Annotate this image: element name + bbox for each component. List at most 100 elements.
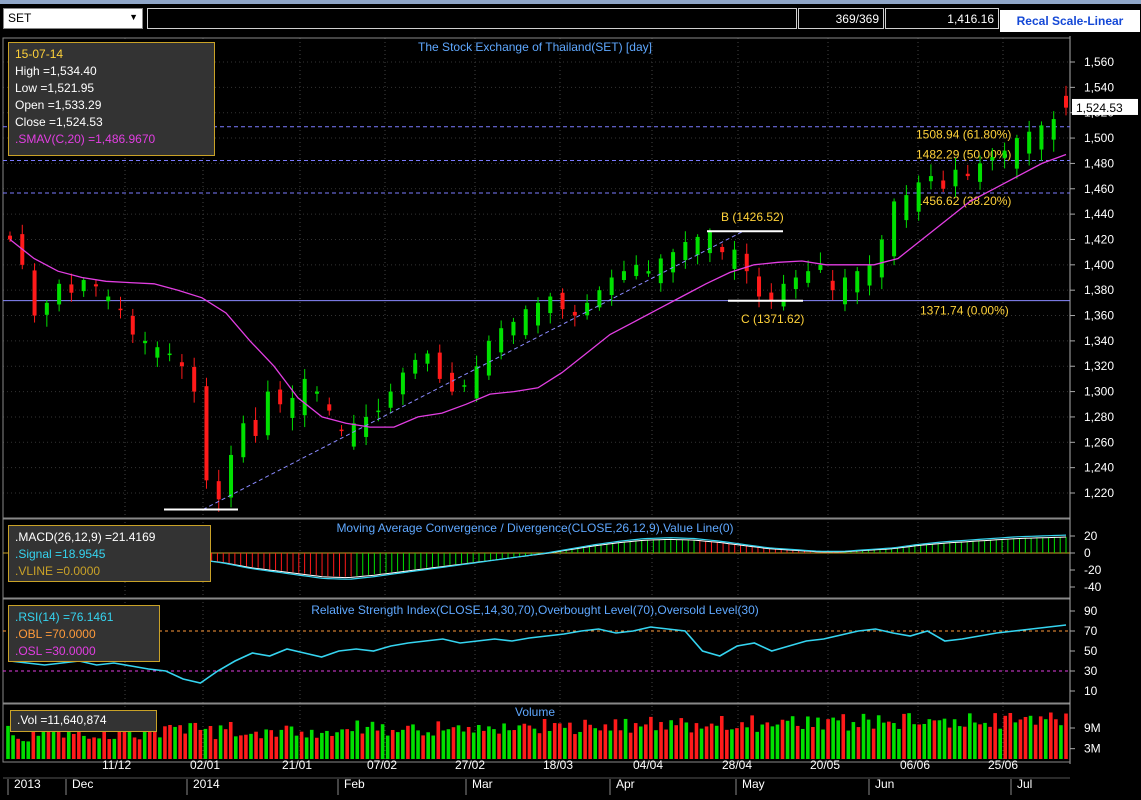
volume-bar bbox=[482, 730, 486, 759]
macd-signal-line bbox=[199, 536, 1067, 579]
volume-bar bbox=[1064, 713, 1068, 759]
volume-bar bbox=[274, 736, 279, 759]
price-y-tick-label: 1,320 bbox=[1084, 359, 1114, 373]
price-y-tick-label: 1,220 bbox=[1084, 486, 1114, 500]
month-tick-label: Mar bbox=[472, 777, 493, 791]
volume-bar bbox=[811, 726, 815, 759]
volume-bar bbox=[765, 722, 770, 759]
last-price-label: 1,524.53 bbox=[1076, 101, 1123, 115]
volume-bar bbox=[790, 716, 795, 759]
candle-body bbox=[8, 235, 12, 240]
price-y-tick-label: 1,380 bbox=[1084, 283, 1114, 297]
candle-body bbox=[486, 340, 491, 376]
volume-info-box: .Vol =11,640,874 bbox=[10, 710, 157, 732]
volume-bar bbox=[568, 722, 572, 759]
volume-bar bbox=[745, 727, 749, 759]
volume-bar bbox=[441, 730, 446, 759]
volume-bar bbox=[866, 719, 871, 759]
volume-bar bbox=[578, 731, 582, 759]
volume-bar bbox=[836, 720, 841, 759]
date-tick-label: 27/02 bbox=[455, 758, 485, 772]
candle-body bbox=[781, 283, 786, 307]
fib-label: 1456.62 (38.20%) bbox=[916, 194, 1011, 208]
volume-bar bbox=[856, 727, 861, 759]
volume-bar bbox=[153, 730, 157, 759]
candle-body bbox=[1014, 138, 1019, 169]
volume-bar bbox=[861, 713, 866, 759]
candle-body bbox=[695, 236, 700, 256]
volume-bar bbox=[983, 722, 987, 759]
volume-bar bbox=[892, 723, 896, 759]
volume-bar bbox=[380, 724, 385, 759]
fib-label: 1508.94 (61.80%) bbox=[916, 128, 1011, 142]
volume-bar bbox=[26, 741, 31, 759]
candle-body bbox=[474, 366, 479, 399]
volume-bar bbox=[1043, 719, 1048, 759]
volume-bar bbox=[603, 724, 608, 759]
volume-bar bbox=[350, 731, 355, 759]
candle-body bbox=[278, 389, 283, 405]
volume-bar bbox=[309, 729, 314, 759]
price-y-tick-label: 1,500 bbox=[1084, 131, 1114, 145]
symbol-select[interactable]: SET ▼ bbox=[3, 8, 143, 29]
date-tick-label: 11/12 bbox=[102, 758, 131, 772]
volume-bar bbox=[304, 737, 309, 759]
month-tick-label: Dec bbox=[72, 777, 93, 791]
candle-body bbox=[732, 249, 737, 269]
ohlc-close: Close =1,524.53 bbox=[15, 115, 103, 129]
empty-field bbox=[147, 8, 797, 29]
volume-bar bbox=[127, 723, 132, 759]
volume-bar bbox=[755, 731, 760, 759]
volume-bar bbox=[471, 732, 476, 759]
volume-bar bbox=[846, 730, 851, 759]
volume-bar bbox=[973, 722, 977, 759]
volume-bar bbox=[188, 723, 193, 759]
chevron-down-icon[interactable]: ▼ bbox=[129, 12, 138, 22]
volume-bar bbox=[117, 727, 122, 759]
recal-scale-button[interactable]: Recal Scale-Linear bbox=[1000, 10, 1140, 32]
candle-body bbox=[155, 347, 160, 358]
volume-bar bbox=[770, 726, 775, 759]
volume-bar bbox=[330, 735, 334, 759]
volume-bar bbox=[517, 725, 522, 759]
volume-bar bbox=[244, 734, 248, 759]
volume-bar bbox=[16, 738, 20, 759]
macd-y-tick-label: 0 bbox=[1084, 546, 1091, 560]
candle-body bbox=[572, 311, 577, 316]
volume-bar bbox=[907, 713, 911, 759]
candle-body bbox=[327, 404, 332, 411]
macd-y-tick-label: 20 bbox=[1084, 529, 1098, 543]
volume-bar bbox=[522, 723, 527, 759]
month-tick-label: May bbox=[742, 777, 765, 791]
volume-bar bbox=[897, 728, 901, 759]
symbol-value: SET bbox=[8, 11, 32, 25]
candle-body bbox=[1064, 95, 1068, 108]
candle-body bbox=[904, 195, 909, 221]
volume-bar bbox=[593, 728, 598, 759]
volume-bar bbox=[279, 729, 284, 759]
volume-bar bbox=[532, 728, 537, 759]
candle-body bbox=[744, 253, 749, 272]
volume-bar bbox=[431, 735, 436, 759]
candle-body bbox=[990, 157, 995, 161]
candle-body bbox=[437, 352, 442, 379]
date-tick-label: 18/03 bbox=[543, 758, 573, 772]
price-y-tick-label: 1,240 bbox=[1084, 461, 1114, 475]
candle-body bbox=[81, 280, 86, 292]
volume-bar bbox=[173, 726, 177, 759]
volume-chart-title: Volume bbox=[514, 705, 556, 719]
volume-bar bbox=[699, 728, 704, 759]
volume-bar bbox=[31, 725, 36, 759]
volume-bar bbox=[937, 720, 942, 759]
chart-canvas[interactable]: 1508.94 (61.80%) 1482.29 (50.00%) 1456.62 … bbox=[0, 36, 1141, 800]
price-y-tick-label: 1,420 bbox=[1084, 232, 1114, 246]
volume-bar bbox=[775, 724, 780, 759]
volume-bar bbox=[411, 724, 415, 759]
macd-info-box: .MACD(26,12,9) =21.4169 .Signal =18.9545… bbox=[8, 525, 211, 582]
volume-bar bbox=[552, 723, 557, 759]
volume-bar bbox=[466, 726, 471, 759]
date-tick-label: 02/01 bbox=[190, 758, 220, 772]
date-tick-label: 04/04 bbox=[633, 758, 663, 772]
volume-bar bbox=[563, 727, 567, 759]
volume-bar bbox=[633, 723, 638, 759]
